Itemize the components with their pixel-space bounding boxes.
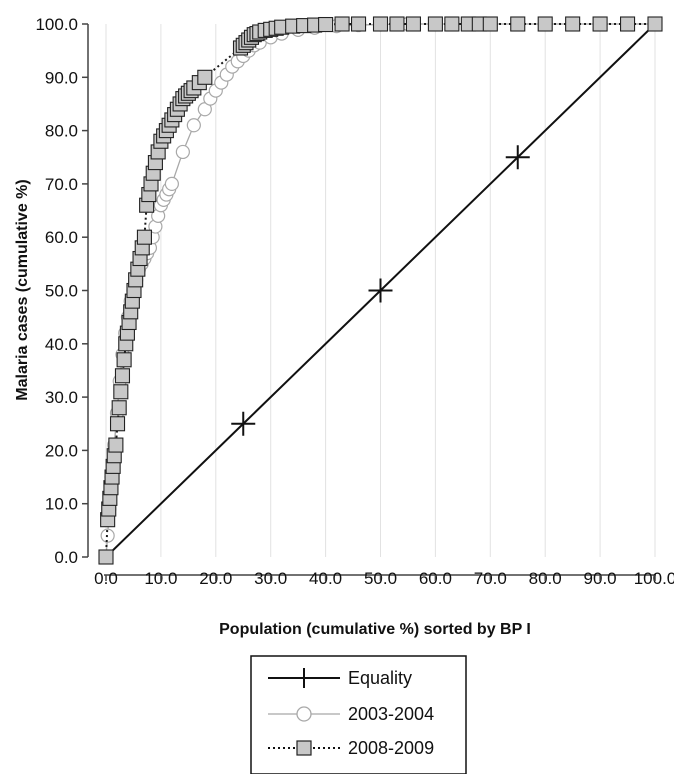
legend-plus-marker	[294, 668, 314, 688]
plot-area	[98, 16, 663, 565]
legend-item-2003-2004: 2003-2004	[268, 704, 434, 724]
legend-item-2008-2009: 2008-2009	[268, 738, 434, 758]
data-point-2008-2009	[109, 416, 126, 432]
data-point-2008-2009	[334, 16, 350, 32]
data-point-2008-2009	[537, 16, 553, 32]
data-point-2008-2009	[592, 16, 608, 32]
legend-box	[250, 655, 467, 774]
data-point-equality	[368, 278, 393, 303]
data-point-2008-2009	[114, 368, 131, 384]
data-point-2008-2009	[565, 16, 581, 32]
data-point-2008-2009	[482, 16, 498, 32]
data-point-2008-2009	[197, 69, 213, 85]
data-point-2008-2009	[136, 229, 152, 245]
x-axis-title: Population (cumulative %) sorted by BP I	[219, 621, 531, 638]
y-tick-label: 90.0	[45, 68, 78, 87]
data-point-2008-2009	[389, 16, 405, 32]
data-point-2008-2009	[510, 16, 526, 32]
data-point-2003-2004	[175, 144, 190, 160]
data-point-2008-2009	[318, 16, 334, 33]
y-tick-label: 70.0	[45, 175, 78, 194]
legend-label-2008-2009: 2008-2009	[348, 738, 434, 758]
data-point-2008-2009	[113, 384, 129, 400]
legend-label-2003-2004: 2003-2004	[348, 704, 434, 724]
y-ticks: 0.0 10.0 20.0 30.0 40.0 50.0 60.0 70.0 80.0 90.0 1…	[35, 15, 88, 567]
data-point-2008-2009	[647, 16, 663, 32]
data-point-2008-2009	[111, 400, 127, 416]
y-tick-label: 20.0	[45, 441, 78, 460]
legend-circle-marker	[296, 706, 312, 722]
data-point-2008-2009	[108, 437, 124, 453]
y-tick-label: 0.0	[54, 548, 78, 567]
legend: Equality 2003-2004 2008-2009	[250, 655, 467, 774]
data-point-2008-2009	[427, 16, 443, 32]
data-point-2008-2009	[619, 16, 636, 32]
legend-square-marker	[296, 740, 312, 756]
x-ticks: 0.0 10.0 20.0 30.0 40.0 50.0 60.0 70.0 80.0 90.0 1…	[94, 569, 674, 588]
y-tick-label: 40.0	[45, 335, 78, 354]
series-equality	[105, 23, 656, 558]
data-point-2008-2009	[98, 549, 114, 565]
legend-label-equality: Equality	[348, 668, 412, 688]
y-tick-label: 30.0	[45, 388, 78, 407]
y-tick-label: 10.0	[45, 495, 78, 514]
y-tick-label: 100.0	[35, 15, 78, 34]
data-point-2008-2009	[350, 16, 367, 32]
series-2008-2009	[98, 16, 663, 565]
data-point-equality	[505, 145, 530, 170]
y-tick-label: 50.0	[45, 282, 78, 301]
legend-item-equality: Equality	[268, 668, 412, 688]
data-point-2003-2004	[164, 176, 179, 191]
data-point-2008-2009	[372, 16, 389, 32]
y-axis-title: Malaria cases (cumulative %)	[14, 179, 31, 400]
data-point-2003-2004	[186, 118, 201, 133]
data-point-2008-2009	[405, 16, 421, 32]
data-point-2008-2009	[116, 352, 132, 368]
data-point-2008-2009	[444, 16, 460, 32]
data-point-equality	[231, 411, 256, 436]
x-tick-label: 100.0	[634, 569, 674, 588]
y-tick-label: 60.0	[45, 228, 78, 247]
y-tick-label: 80.0	[45, 122, 78, 141]
